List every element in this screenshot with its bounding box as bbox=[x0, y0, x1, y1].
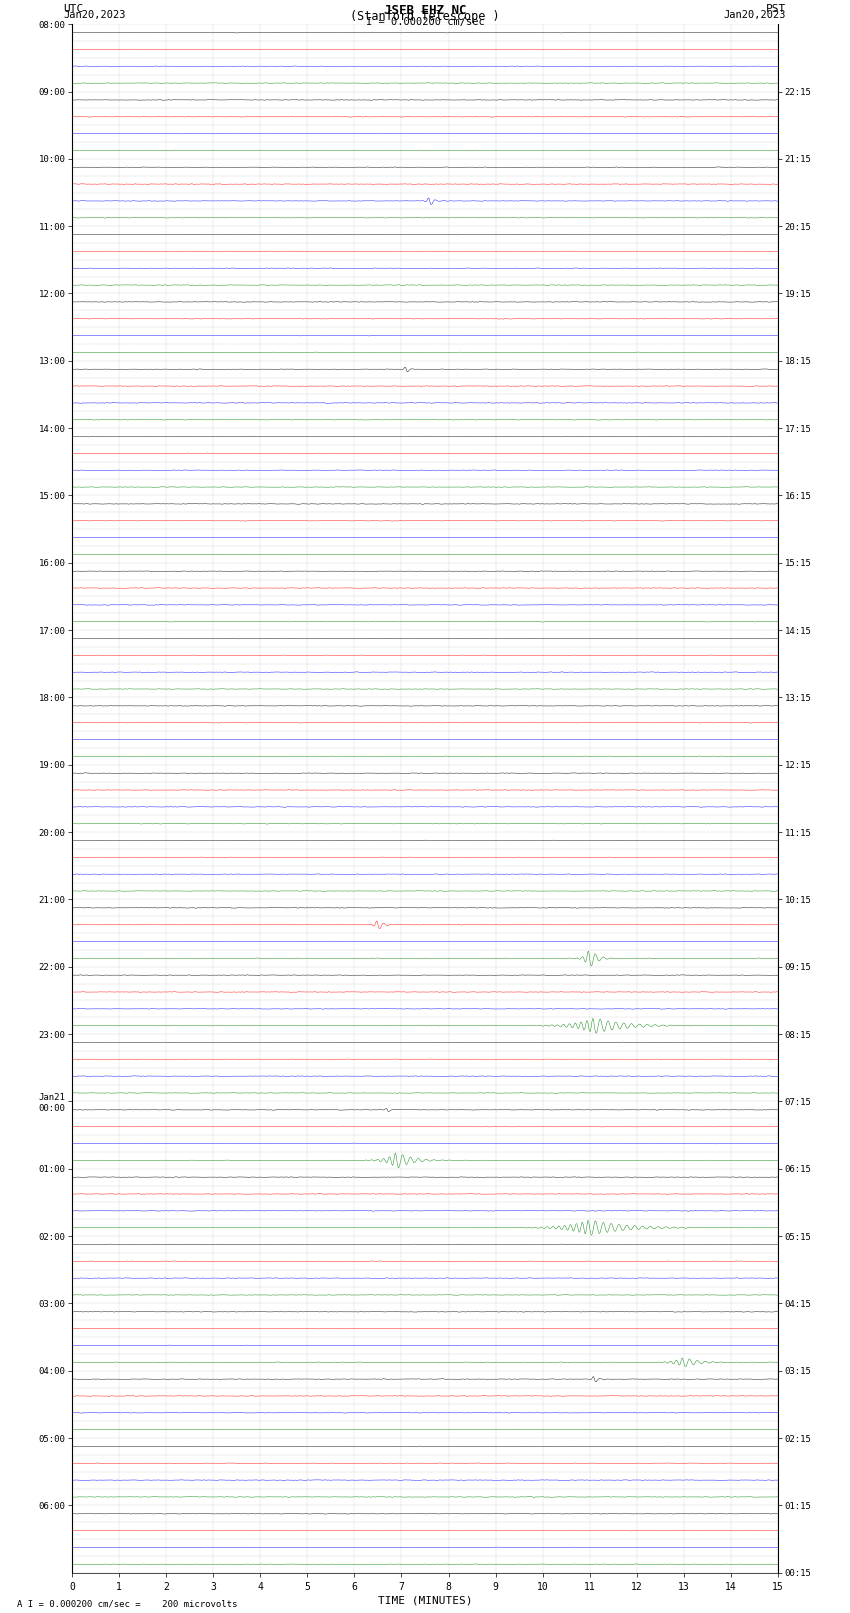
X-axis label: TIME (MINUTES): TIME (MINUTES) bbox=[377, 1595, 473, 1607]
Text: JSFB EHZ NC: JSFB EHZ NC bbox=[383, 5, 467, 18]
Text: Jan20,2023: Jan20,2023 bbox=[64, 11, 127, 21]
Text: Jan20,2023: Jan20,2023 bbox=[723, 11, 786, 21]
Text: PST: PST bbox=[766, 5, 786, 15]
Text: (Stanford Telescope ): (Stanford Telescope ) bbox=[350, 11, 500, 24]
Text: I = 0.000200 cm/sec: I = 0.000200 cm/sec bbox=[366, 18, 484, 27]
Text: UTC: UTC bbox=[64, 5, 84, 15]
Text: A I = 0.000200 cm/sec =    200 microvolts: A I = 0.000200 cm/sec = 200 microvolts bbox=[17, 1598, 237, 1608]
